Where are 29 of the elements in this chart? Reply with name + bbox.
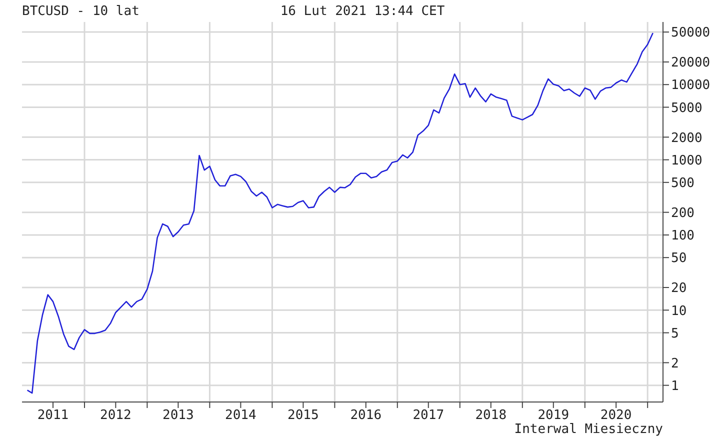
y-tick-label: 500 (671, 176, 694, 192)
x-tick-label: 2015 (288, 408, 319, 424)
chart-subtitle: 16 Lut 2021 13:44 CET (280, 4, 445, 19)
y-tick-label: 20000 (671, 56, 710, 71)
x-tick-label: 2012 (100, 408, 132, 424)
y-tick-label: 5000 (671, 100, 702, 116)
x-tick-label: 2020 (600, 408, 632, 424)
y-tick-label: 1000 (671, 153, 702, 168)
x-tick-label: 2011 (37, 408, 69, 424)
y-tick-label: 2000 (671, 130, 702, 146)
y-tick-label: 5 (671, 326, 679, 342)
y-tick-label: 200 (671, 206, 694, 221)
chart-title: BTCUSD - 10 lat (22, 4, 140, 19)
x-tick-label: 2014 (225, 408, 257, 424)
x-tick-label: 2019 (538, 408, 570, 424)
y-tick-label: 50 (671, 251, 687, 266)
y-tick-label: 1 (671, 378, 679, 394)
y-tick-label: 10000 (671, 78, 710, 94)
x-tick-label: 2013 (162, 408, 194, 424)
line-series (26, 32, 654, 394)
y-tick-label: 2 (671, 356, 679, 372)
x-tick-label: 2017 (412, 408, 444, 424)
x-tick-label: 2018 (475, 408, 507, 424)
y-tick-label: 50000 (671, 26, 710, 41)
x-tick-label: 2016 (350, 408, 382, 424)
y-tick-label: 100 (671, 228, 694, 244)
y-tick-label: 10 (671, 304, 687, 319)
text: Interwal Miesieczny (514, 422, 663, 437)
y-tick-label: 20 (671, 281, 687, 296)
